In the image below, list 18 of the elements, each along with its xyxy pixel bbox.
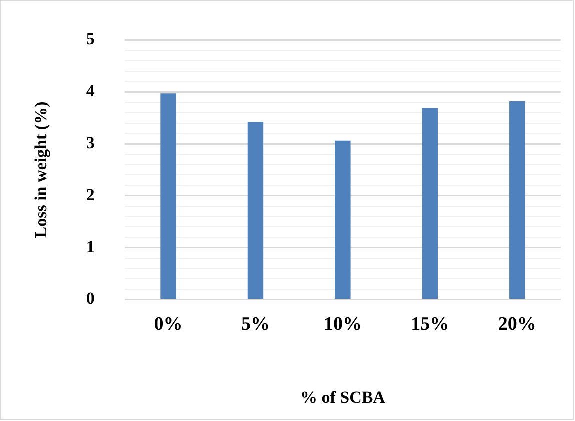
x-tick-label: 20%	[498, 314, 536, 336]
x-axis-title: % of SCBA	[300, 388, 386, 408]
y-tick-label: 4	[86, 82, 96, 101]
bar	[248, 122, 264, 300]
y-axis-title: Loss in weight (%)	[32, 102, 51, 238]
y-tick-label: 3	[86, 133, 95, 152]
y-tick-label: 2	[86, 185, 95, 204]
x-tick-label: 10%	[324, 314, 362, 336]
y-tick-label: 5	[86, 30, 95, 49]
bar	[160, 94, 176, 300]
bar	[422, 108, 438, 300]
x-tick-label: 15%	[411, 314, 450, 336]
x-tick-label: 0%	[154, 314, 183, 336]
bar	[335, 140, 351, 300]
bar	[510, 101, 526, 300]
x-tick-label: 5%	[241, 314, 270, 336]
y-tick-label: 1	[86, 237, 95, 256]
y-tick-label: 0	[86, 289, 95, 308]
